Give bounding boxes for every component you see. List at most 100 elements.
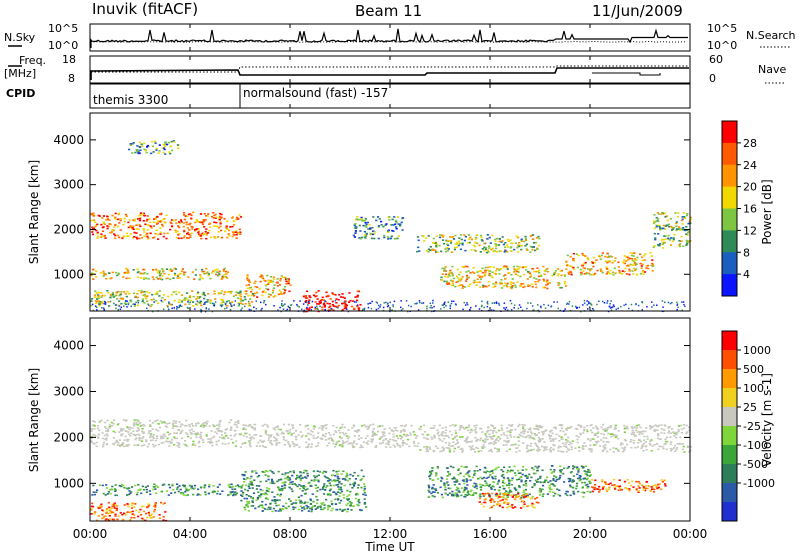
power-cell <box>163 147 166 149</box>
power-cell <box>231 216 234 218</box>
velocity-cell <box>329 434 332 436</box>
power-cell <box>308 295 311 297</box>
velocity-cell <box>238 485 241 488</box>
velocity-cell <box>496 448 499 450</box>
velocity-cell <box>255 445 258 447</box>
velocity-cell <box>453 483 456 486</box>
velocity-cell <box>387 440 390 442</box>
power-cell <box>162 235 165 238</box>
velocity-cell <box>581 491 584 494</box>
power-cell <box>117 213 120 216</box>
power-cell <box>180 301 183 303</box>
velocity-cell <box>518 486 521 489</box>
power-cell <box>302 303 305 305</box>
power-cell <box>95 270 98 272</box>
velocity-cell <box>336 477 340 480</box>
power-cell <box>320 298 324 301</box>
velocity-cell <box>609 448 612 451</box>
velocity-cell <box>263 508 267 510</box>
velocity-cell <box>186 445 189 448</box>
velocity-cell <box>579 432 582 435</box>
velocity-cell <box>502 496 505 499</box>
power-cell <box>219 221 222 223</box>
velocity-cell <box>131 486 134 488</box>
velocity-cell <box>332 484 335 487</box>
velocity-cell <box>445 434 448 437</box>
velocity-cell <box>529 445 532 447</box>
power-cell <box>465 271 468 273</box>
power-cell <box>609 255 612 258</box>
power-cell <box>343 297 346 299</box>
power-cell <box>442 269 446 272</box>
power-cell <box>101 235 104 237</box>
velocity-cell <box>217 439 220 442</box>
velocity-cell <box>533 438 536 441</box>
velocity-cell <box>601 450 604 452</box>
power-cell <box>226 300 228 303</box>
power-cell <box>224 302 227 305</box>
velocity-cell <box>664 442 667 445</box>
velocity-cell <box>250 480 253 483</box>
velocity-cell <box>526 494 529 497</box>
velocity-cell <box>565 446 568 449</box>
velocity-cell <box>534 465 537 468</box>
velocity-cell <box>522 435 525 438</box>
velocity-cell <box>332 442 335 445</box>
velocity-cell <box>513 436 516 438</box>
velocity-cell <box>630 426 633 428</box>
power-cell <box>167 308 170 311</box>
power-cell <box>124 293 127 295</box>
velocity-cell <box>457 495 460 497</box>
velocity-cell <box>152 433 156 436</box>
velocity-cell <box>155 492 158 495</box>
velocity-cell <box>271 471 274 473</box>
power-cell <box>137 290 140 292</box>
power-cell <box>258 288 261 290</box>
velocity-cell <box>396 442 399 445</box>
power-cell <box>444 266 447 268</box>
velocity-cell <box>500 469 503 471</box>
power-cell <box>282 304 285 306</box>
velocity-cell <box>521 469 524 471</box>
velocity-cell <box>525 447 528 449</box>
velocity-cell <box>263 446 266 448</box>
velocity-cell <box>452 466 455 469</box>
power-cell <box>456 280 460 283</box>
power-cell <box>586 258 590 261</box>
power-cell <box>440 308 442 310</box>
power-cell <box>106 290 109 292</box>
power-cell <box>661 247 665 249</box>
velocity-cell <box>316 479 319 481</box>
power-cell <box>466 302 468 304</box>
velocity-cell <box>580 465 583 468</box>
velocity-cell <box>154 444 157 447</box>
velocity-cell <box>291 441 294 443</box>
velocity-cell <box>155 435 159 437</box>
velocity-cell <box>566 467 569 469</box>
velocity-cell <box>433 436 436 439</box>
velocity-cell <box>346 474 349 476</box>
power-cell <box>558 286 562 289</box>
velocity-cell <box>252 492 256 494</box>
velocity-cell <box>352 485 356 487</box>
velocity-cell <box>454 429 457 432</box>
velocity-cell <box>427 484 430 487</box>
power-cell <box>123 220 126 223</box>
power-cell <box>178 226 181 229</box>
velocity-cell <box>179 432 182 435</box>
power-cell <box>232 220 235 222</box>
velocity-cell <box>347 437 350 440</box>
cpid-label: CPID <box>6 87 35 100</box>
power-cell <box>287 279 290 282</box>
velocity-cell <box>250 497 253 499</box>
velocity-cell <box>309 507 312 510</box>
power-cell <box>490 248 493 251</box>
power-cell <box>126 268 129 271</box>
power-cell <box>643 254 646 257</box>
velocity-cell <box>358 501 361 504</box>
power-cell <box>248 281 252 284</box>
power-cell <box>503 265 506 267</box>
velocity-cell <box>353 446 356 448</box>
velocity-cell <box>403 425 406 428</box>
power-cell <box>156 216 159 218</box>
